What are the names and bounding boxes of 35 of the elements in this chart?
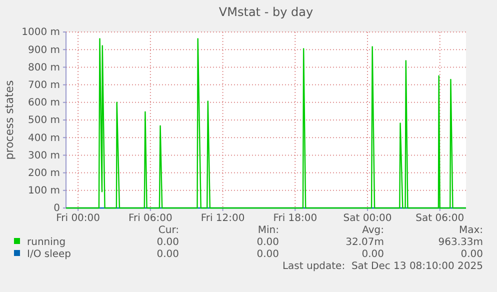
x-tick-label: Fri 06:00 xyxy=(128,213,172,224)
y-tick-label: 400 m xyxy=(28,132,60,144)
y-tick-label: 900 m xyxy=(28,44,60,56)
text: Max: xyxy=(458,225,483,236)
y-tick-label: 100 m xyxy=(28,186,60,197)
y-axis-title: process states xyxy=(3,80,16,160)
text: 0.00 xyxy=(156,237,179,248)
y-tick-label: 800 m xyxy=(28,62,60,74)
text: 0.00 xyxy=(256,249,279,260)
x-tick-label: Fri 12:00 xyxy=(200,213,245,224)
x-tick-label: Sat 06:00 xyxy=(416,213,464,224)
text: Last update: Sat Dec 13 08:10:00 2025 xyxy=(282,261,483,272)
text: 963.33m xyxy=(438,237,483,248)
text: 0.00 xyxy=(460,249,483,260)
y-tick-label: 200 m xyxy=(28,168,60,179)
x-tick-label: Fri 18:00 xyxy=(273,213,318,224)
y-tick-label: 700 m xyxy=(28,80,60,91)
y-tick-label: 1000 m xyxy=(22,27,60,38)
line-series xyxy=(65,38,467,209)
y-tick-label: 600 m xyxy=(28,98,60,109)
legend-label: I/O sleep xyxy=(27,249,72,260)
y-tick-label: 300 m xyxy=(28,150,60,162)
text: 0.00 xyxy=(362,249,384,260)
text: 0.00 xyxy=(256,237,279,248)
y-tick-label: 0 xyxy=(54,203,60,214)
y-tick-label: 500 m xyxy=(28,115,60,126)
text: 32.07m xyxy=(346,237,384,248)
legend-label: running xyxy=(27,237,66,248)
text: Min: xyxy=(258,225,279,236)
text: 0.00 xyxy=(156,249,179,260)
x-tick-label: Fri 00:00 xyxy=(56,213,100,224)
chart-title: VMstat - by day xyxy=(218,5,314,19)
text: Cur: xyxy=(158,225,179,236)
x-tick-label: Sat 00:00 xyxy=(343,213,392,224)
text: Avg: xyxy=(362,225,384,236)
